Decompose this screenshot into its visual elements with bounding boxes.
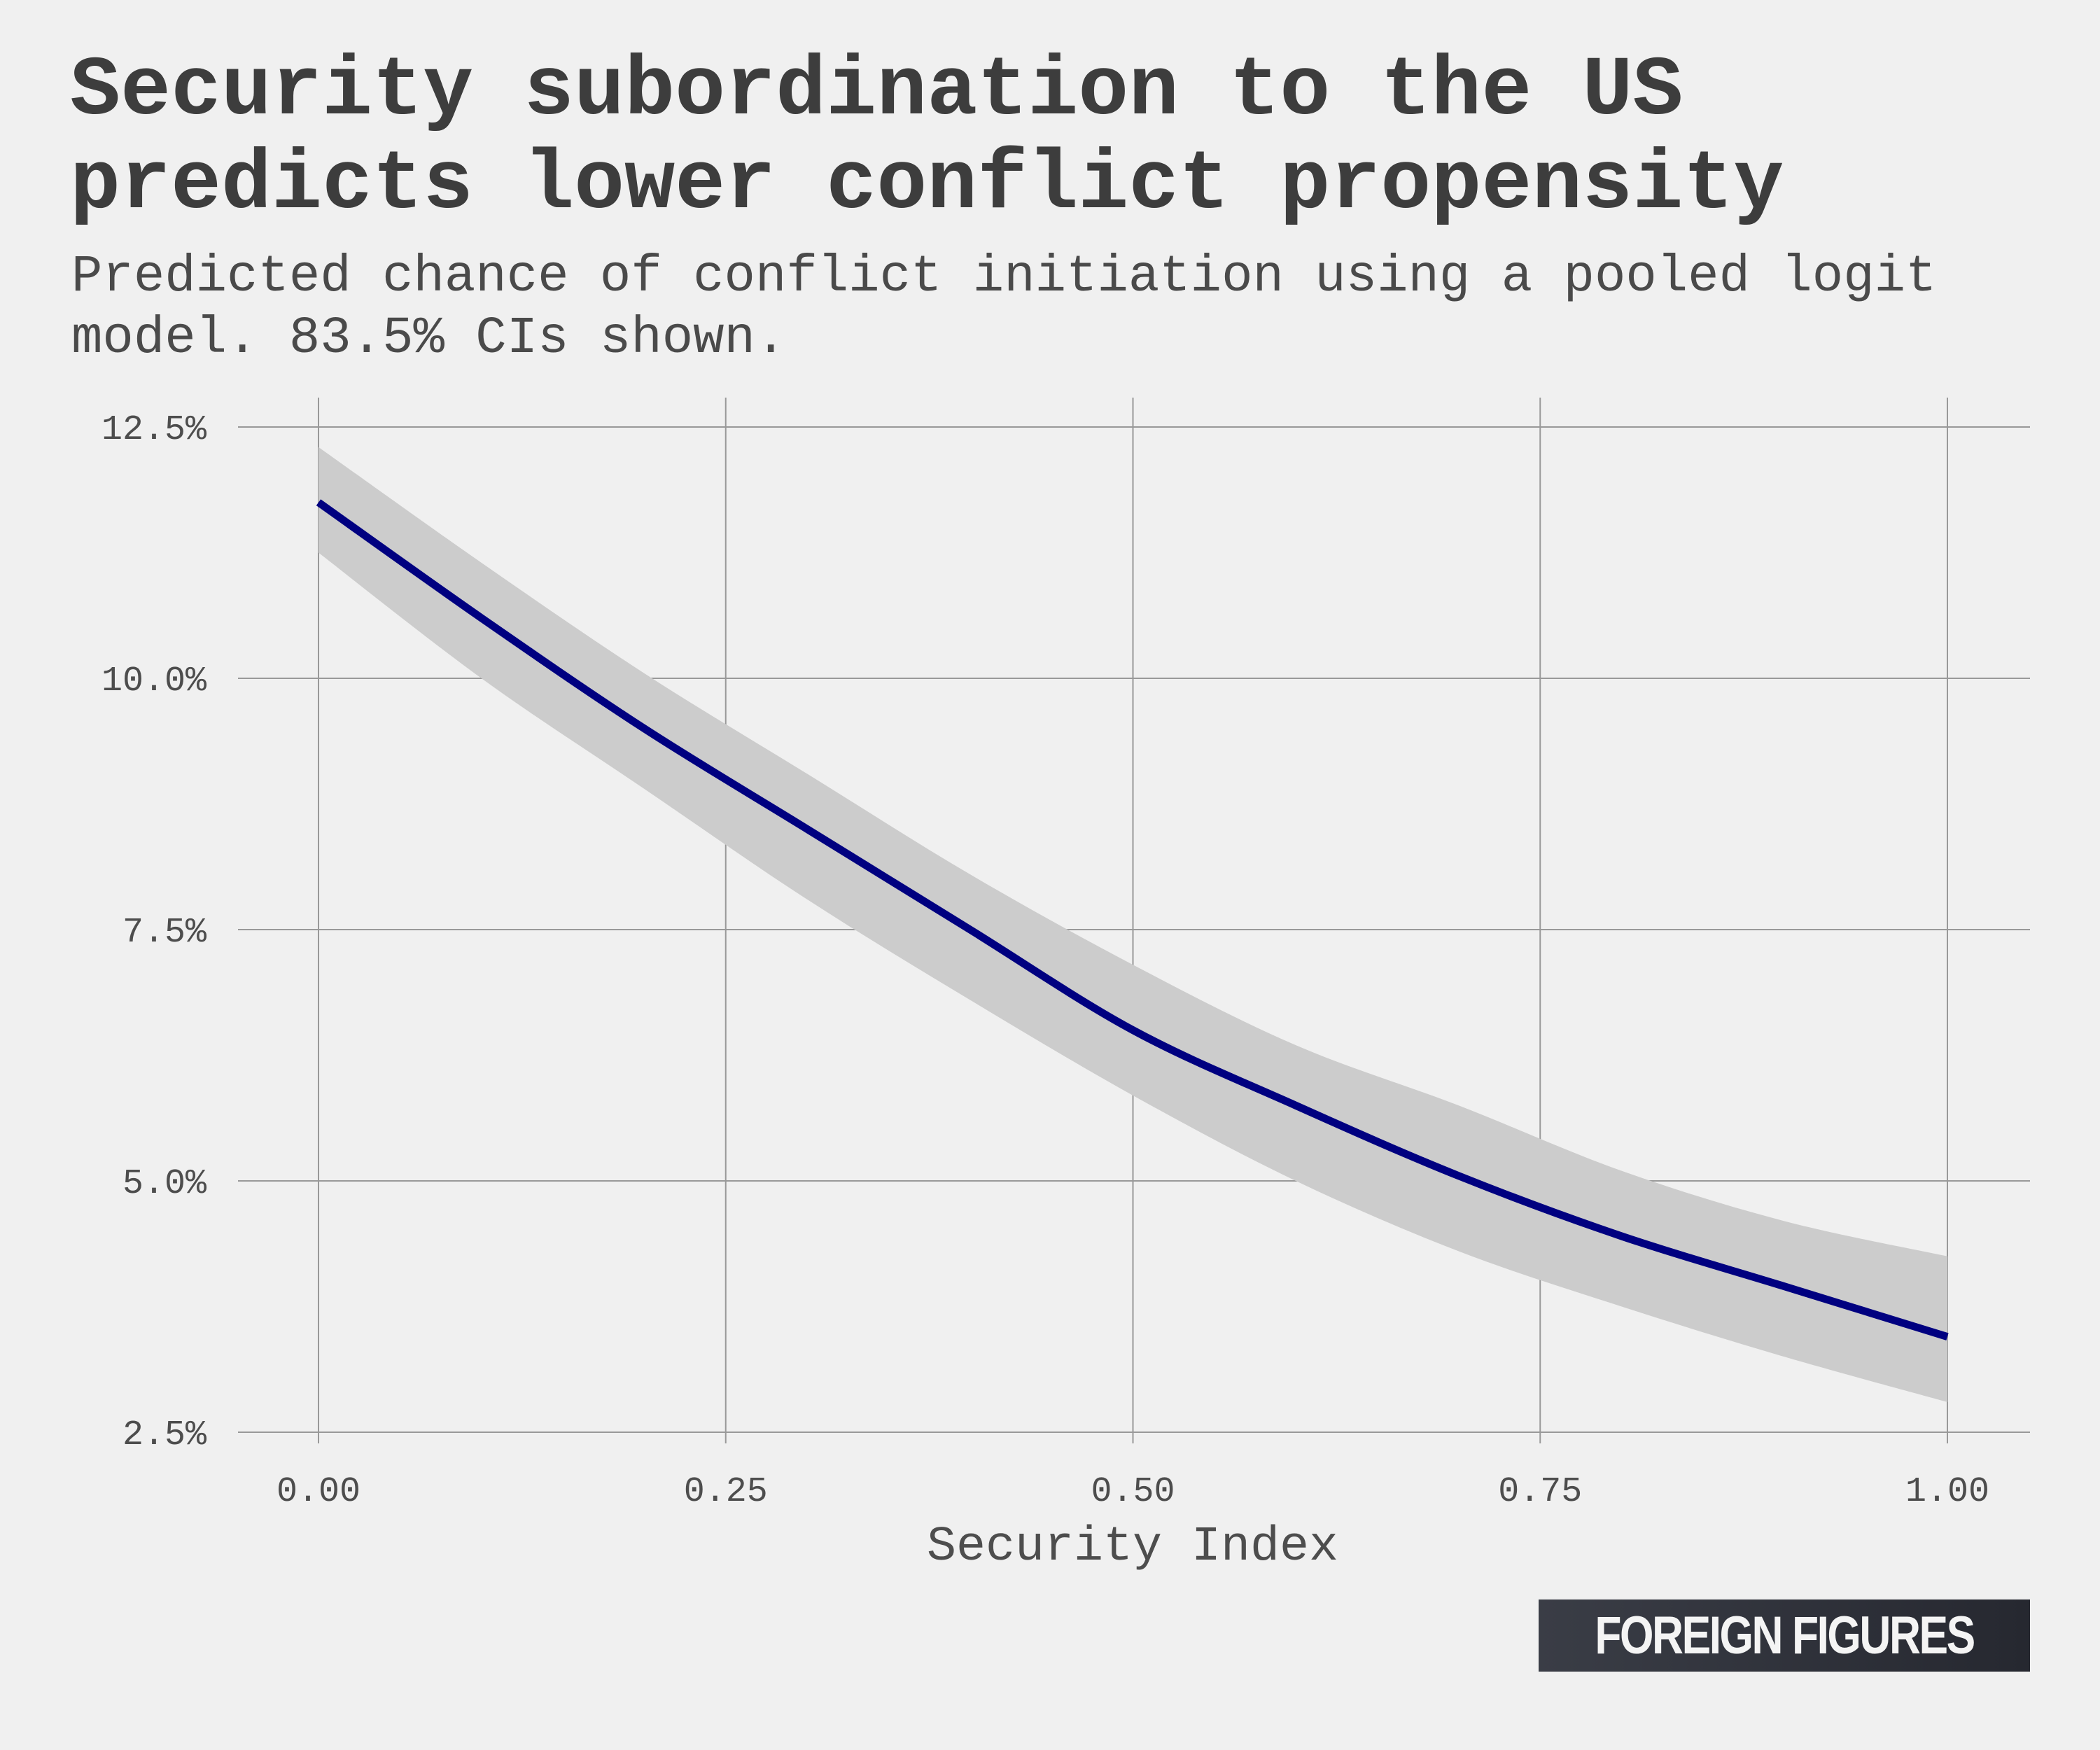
y-tick-label: 7.5%	[122, 913, 207, 953]
y-tick-label: 12.5%	[102, 410, 207, 450]
x-tick-label: 0.25	[684, 1472, 768, 1512]
y-tick-label: 5.0%	[122, 1164, 207, 1204]
chart-title: Security subordination to the US predict…	[70, 44, 1784, 233]
x-tick-label: 0.75	[1498, 1472, 1582, 1512]
x-axis-ticks: 0.00 0.25 0.50 0.75 1.00	[276, 1472, 1989, 1512]
x-tick-label: 1.00	[1905, 1472, 1989, 1512]
brand-logo-text: FOREIGN FIGURES	[1595, 1606, 1975, 1665]
x-tick-label: 0.50	[1091, 1472, 1175, 1512]
prediction-line-path	[316, 499, 1949, 1340]
y-axis-ticks: 2.5% 5.0% 7.5% 10.0% 12.5%	[102, 410, 207, 1455]
x-tick-label: 0.00	[276, 1472, 360, 1512]
x-axis-title: Security Index	[927, 1520, 1338, 1575]
brand-logo: FOREIGN FIGURES	[1539, 1600, 2030, 1672]
confidence-band-area	[318, 447, 1947, 1402]
prediction-line	[316, 499, 1949, 1340]
y-tick-label: 10.0%	[102, 662, 207, 701]
confidence-band	[318, 447, 1947, 1402]
chart-subtitle: Predicted chance of conflict initiation …	[71, 248, 1937, 368]
y-tick-label: 2.5%	[122, 1415, 207, 1455]
